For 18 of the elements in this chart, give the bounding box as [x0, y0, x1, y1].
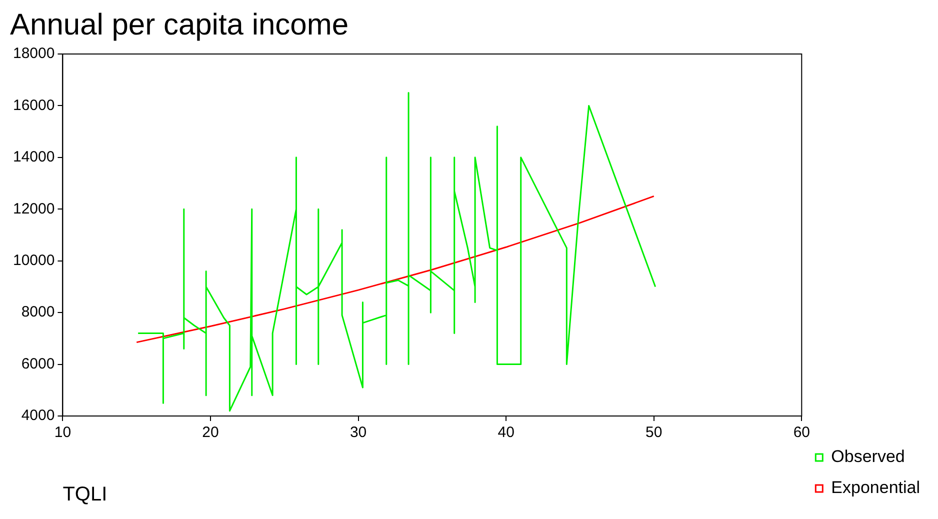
y-tick-label: 6000 [21, 355, 55, 372]
x-tick-label: 40 [498, 424, 514, 442]
y-tick-label: 18000 [12, 45, 55, 62]
y-tick-label: 4000 [21, 407, 55, 424]
legend-label: Exponential [831, 478, 920, 498]
legend-label: Observed [831, 447, 905, 466]
y-tick-label: 16000 [12, 96, 55, 114]
x-tick-label: 50 [646, 424, 662, 442]
x-tick-label: 60 [793, 424, 810, 442]
x-axis-title: TQLI [62, 484, 108, 506]
y-tick-label: 14000 [12, 148, 55, 166]
x-tick-label: 30 [350, 424, 367, 442]
y-tick-label: 8000 [21, 304, 55, 321]
x-tick-label: 20 [202, 424, 219, 442]
y-tick-label: 12000 [12, 200, 55, 218]
x-tick-label: 10 [54, 424, 72, 442]
chart-title: Annual per capita income [10, 8, 349, 42]
y-tick-label: 10000 [12, 252, 55, 269]
